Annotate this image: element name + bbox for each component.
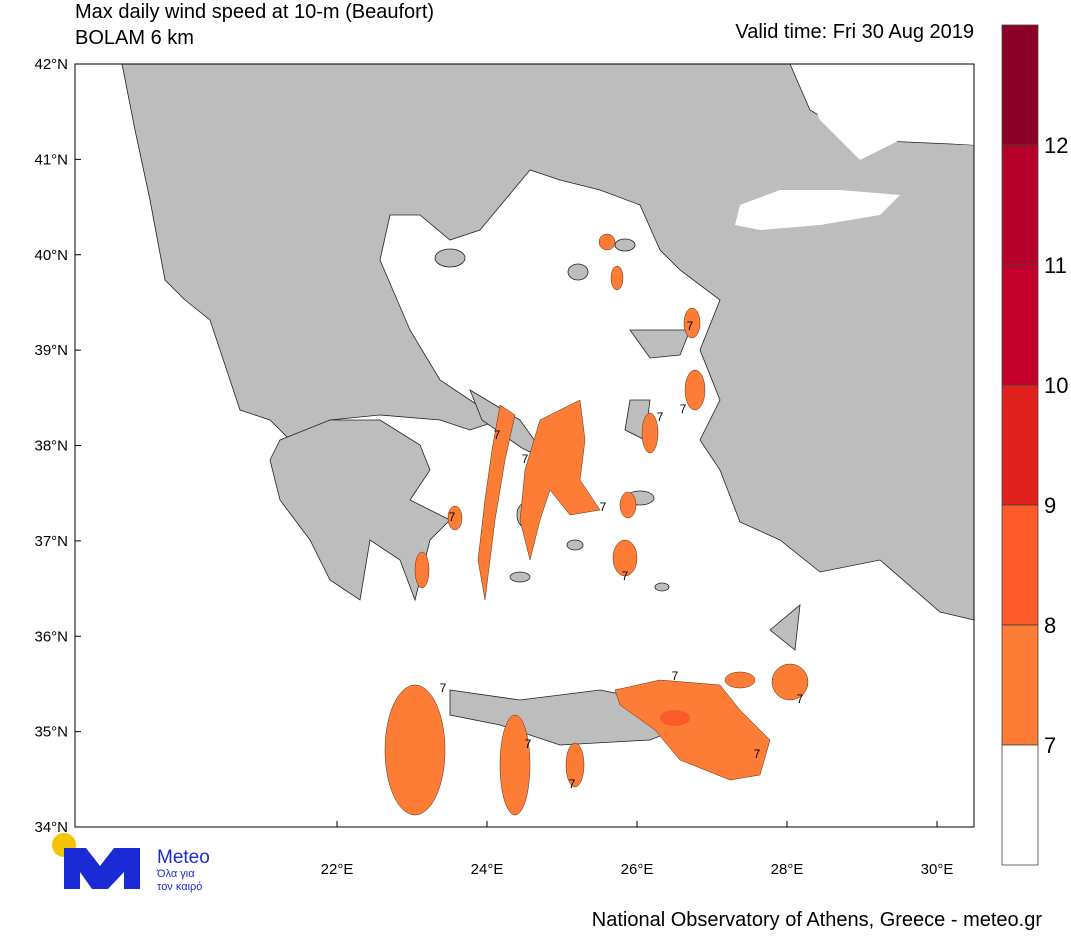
contour-label: 7 bbox=[797, 692, 804, 706]
contour-label: 7 bbox=[600, 500, 607, 514]
wind-area bbox=[614, 679, 771, 781]
wind-area bbox=[610, 265, 624, 291]
lat-label: 40°N bbox=[34, 247, 68, 264]
contour-label: 7 bbox=[754, 747, 761, 761]
colorbar-bin bbox=[1001, 744, 1039, 866]
lat-label: 39°N bbox=[34, 342, 68, 359]
wind-area bbox=[612, 539, 638, 577]
lat-label: 37°N bbox=[34, 533, 68, 550]
logo: Meteo Όλα για τον καιρό bbox=[52, 833, 210, 893]
sea-of-marmara bbox=[735, 190, 900, 230]
wind-area bbox=[414, 551, 430, 589]
colorbar-bin bbox=[1001, 24, 1039, 146]
wind-area bbox=[660, 710, 690, 726]
colorbar-bin bbox=[1001, 504, 1039, 626]
contour-label: 7 bbox=[522, 452, 529, 466]
logo-name: Meteo bbox=[157, 847, 210, 868]
wind-area bbox=[684, 369, 706, 411]
lon-label: 30°E bbox=[921, 861, 954, 878]
wind-area bbox=[641, 412, 659, 454]
wind-area bbox=[565, 742, 585, 788]
lat-label: 35°N bbox=[34, 724, 68, 741]
colorbar-label: 8 bbox=[1044, 613, 1056, 638]
lon-label: 24°E bbox=[471, 861, 504, 878]
title: Max daily wind speed at 10-m (Beaufort) bbox=[75, 1, 434, 23]
black-sea bbox=[795, 64, 974, 160]
contour-label: 7 bbox=[449, 510, 456, 524]
lat-label: 42°N bbox=[34, 56, 68, 73]
lon-label: 28°E bbox=[771, 861, 804, 878]
colorbar-label: 7 bbox=[1044, 733, 1056, 758]
contour-label: 7 bbox=[680, 402, 687, 416]
contour-label: 7 bbox=[672, 669, 679, 683]
wind-area bbox=[683, 307, 701, 339]
wind-area bbox=[519, 399, 601, 561]
island bbox=[614, 238, 636, 252]
logo-mark bbox=[64, 848, 140, 889]
contour-label: 7 bbox=[494, 428, 501, 442]
wind-area bbox=[619, 491, 637, 519]
wind-area bbox=[724, 671, 756, 689]
map bbox=[74, 63, 975, 828]
island bbox=[654, 582, 670, 592]
lat-label: 34°N bbox=[34, 819, 68, 836]
contour-label: 7 bbox=[622, 569, 629, 583]
lat-label: 38°N bbox=[34, 438, 68, 455]
colorbar-label: 12 bbox=[1044, 133, 1068, 158]
colorbar-bin bbox=[1001, 144, 1039, 266]
island bbox=[567, 263, 589, 281]
valid-time: Valid time: Fri 30 Aug 2019 bbox=[735, 21, 974, 43]
logo-tagline: Όλα για bbox=[156, 868, 195, 880]
thasos bbox=[434, 248, 466, 268]
lesvos bbox=[629, 329, 691, 359]
colorbar-label: 9 bbox=[1044, 493, 1056, 518]
contour-label: 7 bbox=[687, 319, 694, 333]
lon-label: 26°E bbox=[621, 861, 654, 878]
colorbar-label: 10 bbox=[1044, 373, 1068, 398]
subtitle: BOLAM 6 km bbox=[75, 27, 194, 49]
footer: National Observatory of Athens, Greece -… bbox=[592, 909, 1043, 931]
wind-area bbox=[771, 663, 809, 701]
lon-label: 22°E bbox=[321, 861, 354, 878]
island bbox=[509, 571, 531, 583]
colorbar-bin bbox=[1001, 384, 1039, 506]
colorbar-bin bbox=[1001, 624, 1039, 746]
peloponnese bbox=[269, 419, 451, 602]
lat-label: 36°N bbox=[34, 628, 68, 645]
wind-area bbox=[477, 404, 516, 601]
wind-area bbox=[384, 684, 446, 816]
wind-area bbox=[447, 505, 463, 531]
contour-label: 7 bbox=[525, 737, 532, 751]
contour-label: 7 bbox=[440, 681, 447, 695]
island bbox=[566, 539, 584, 551]
contour-label: 7 bbox=[569, 777, 576, 791]
colorbar-label: 11 bbox=[1044, 253, 1067, 278]
wind-area bbox=[598, 233, 616, 251]
lat-label: 41°N bbox=[34, 151, 68, 168]
rhodes bbox=[769, 604, 801, 651]
wind-area bbox=[499, 714, 531, 816]
colorbar-bin bbox=[1001, 264, 1039, 386]
logo-tagline: τον καιρό bbox=[157, 881, 202, 893]
contour-label: 7 bbox=[657, 410, 664, 424]
